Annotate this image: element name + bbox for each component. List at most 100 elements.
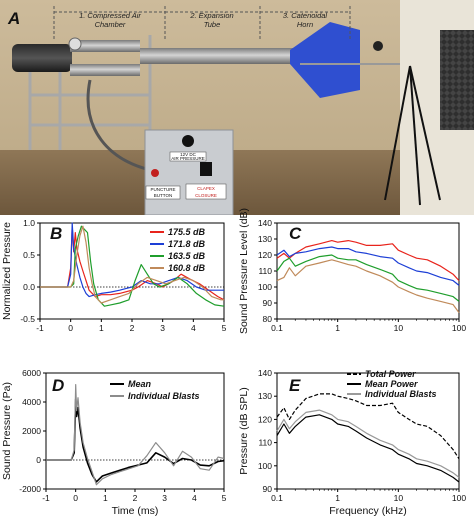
x-tick-label-e: 1 xyxy=(335,493,340,503)
puncture-label-line-2: BUTTON xyxy=(154,193,172,198)
x-tick-label-d: 0 xyxy=(73,493,78,503)
y-tick-label-e: 100 xyxy=(258,461,272,471)
legend-label-e-1: Mean Power xyxy=(365,379,418,389)
series-line-e-1 xyxy=(276,414,460,483)
y-axis-label-b: Normalized Pressure xyxy=(1,222,13,320)
panel-label-c: C xyxy=(289,224,302,243)
legend-label-e-2: Individual Blasts xyxy=(365,389,437,399)
x-tick-label-d: 5 xyxy=(222,493,227,503)
expansion-tube xyxy=(140,48,300,64)
valve-assembly-bottom xyxy=(70,64,140,76)
chart-d-sound-pressure: -1 0 1 2 3 4 5 -2000 0 2000 4000 6000 Sound Pressure… xyxy=(1,368,227,517)
panel-label-e: E xyxy=(289,376,301,395)
y-tick-label-d: 6000 xyxy=(22,368,41,378)
panel-label-d: D xyxy=(52,376,64,395)
y-tick-label-d: 4000 xyxy=(22,397,41,407)
x-tick-label-c: 1 xyxy=(335,323,340,333)
sticker-top-text: 12V DC xyxy=(180,152,197,157)
legend-label-b-0: 175.5 dB xyxy=(168,227,206,237)
x-tick-label-d: 1 xyxy=(103,493,108,503)
y-tick-label-c: 130 xyxy=(258,234,272,244)
x-axis-label-d: Time (ms) xyxy=(112,505,159,517)
acoustic-foam xyxy=(440,30,474,130)
y-tick-label-e: 120 xyxy=(258,414,272,424)
series-line-b-1 xyxy=(40,222,224,298)
panel-label-a: A xyxy=(7,9,20,28)
puncture-button xyxy=(151,169,159,177)
chart-b-normalized-pressure: -1 0 1 2 3 4 5 -0.5 0.0 0.5 1.0 Normalized Pressure… xyxy=(1,218,227,333)
floor xyxy=(0,150,474,215)
series-line-b-2 xyxy=(40,225,225,307)
series-line-c-0 xyxy=(276,240,460,282)
control-knob xyxy=(182,135,194,147)
series-line-c-2 xyxy=(276,254,460,302)
panel-label-b: B xyxy=(50,224,62,243)
x-tick-label-b: -1 xyxy=(36,323,44,333)
legend-label-e-0: Total Power xyxy=(365,369,416,379)
closure-label-line-2: CLOSURE xyxy=(195,193,217,198)
y-axis-label-c: Sound Pressure Level (dB) xyxy=(238,208,250,334)
series-line-d-1 xyxy=(46,384,225,486)
x-tick-label-d: -1 xyxy=(42,493,50,503)
y-tick-label-e: 140 xyxy=(258,368,272,378)
series-line-c-3 xyxy=(276,259,460,313)
y-tick-label-c: 140 xyxy=(258,218,272,228)
series-line-b-3 xyxy=(40,225,224,304)
label-expansion-tube-line-1: 2. Expansion xyxy=(189,11,233,20)
y-tick-label-d: 2000 xyxy=(22,426,41,436)
x-tick-label-d: 4 xyxy=(192,493,197,503)
valve-assembly-top xyxy=(70,40,140,52)
series-line-e-0 xyxy=(276,393,460,460)
x-tick-label-d: 3 xyxy=(162,493,167,503)
x-tick-label-c: 10 xyxy=(394,323,404,333)
legend-label-b-2: 163.5 dB xyxy=(168,251,206,261)
y-axis-label-d: Sound Pressure (Pa) xyxy=(1,382,13,480)
x-tick-label-e: 10 xyxy=(394,493,404,503)
x-tick-label-b: 1 xyxy=(99,323,104,333)
y-tick-label-e: 130 xyxy=(258,391,272,401)
x-tick-label-b: 3 xyxy=(160,323,165,333)
x-tick-label-b: 5 xyxy=(222,323,227,333)
apparatus-photo: 12V DC AIR PRESSURE PUNCTURE BUTTON CLAP… xyxy=(0,0,474,215)
x-tick-label-e: 100 xyxy=(452,493,466,503)
series-line-e-2 xyxy=(276,409,460,478)
x-tick-label-e: 0.1 xyxy=(271,493,283,503)
series-line-d-0 xyxy=(46,398,225,483)
label-compressed-air-line-1: 1. Compressed Air xyxy=(79,11,141,20)
x-tick-label-d: 2 xyxy=(133,493,138,503)
label-expansion-tube-line-2: Tube xyxy=(204,20,221,29)
legend-label-d-0: Mean xyxy=(128,379,152,389)
puncture-label xyxy=(145,185,181,200)
control-sticker xyxy=(169,151,207,162)
label-compressed-air-line-2: Chamber xyxy=(95,20,126,29)
catenoidal-horn xyxy=(290,22,360,98)
x-tick-label-b: 2 xyxy=(130,323,135,333)
x-tick-label-b: 4 xyxy=(191,323,196,333)
closure-label xyxy=(185,183,227,200)
y-tick-label-d: 0 xyxy=(36,455,41,465)
y-tick-label-c: 110 xyxy=(258,266,272,276)
x-axis-label-e: Frequency (kHz) xyxy=(329,505,407,517)
series-line-b-0 xyxy=(40,225,225,301)
y-tick-label-c: 90 xyxy=(263,298,273,308)
puncture-label-line-1: PUNCTURE xyxy=(150,187,175,192)
sticker-bottom-text: AIR PRESSURE xyxy=(171,156,205,161)
y-tick-label-b: 0.5 xyxy=(23,250,35,260)
legend-label-b-1: 171.8 dB xyxy=(168,239,206,249)
legend-label-b-3: 160.8 dB xyxy=(168,263,206,273)
y-tick-label-c: 80 xyxy=(263,314,273,324)
y-tick-label-e: 110 xyxy=(258,438,272,448)
pressure-gauge xyxy=(68,37,82,51)
tripod xyxy=(384,65,441,206)
x-tick-label-b: 0 xyxy=(68,323,73,333)
microphone xyxy=(373,41,383,51)
y-tick-label-c: 100 xyxy=(258,282,272,292)
label-catenoidal-horn-line-1: 3. Catenoidal xyxy=(283,11,328,20)
y-axis-label-e: Pressure (dB SPL) xyxy=(238,387,250,475)
label-catenoidal-horn-line-2: Horn xyxy=(297,20,313,29)
y-tick-label-b: -0.5 xyxy=(20,314,35,324)
y-tick-label-e: 90 xyxy=(263,484,273,494)
y-tick-label-b: 0.0 xyxy=(23,282,35,292)
